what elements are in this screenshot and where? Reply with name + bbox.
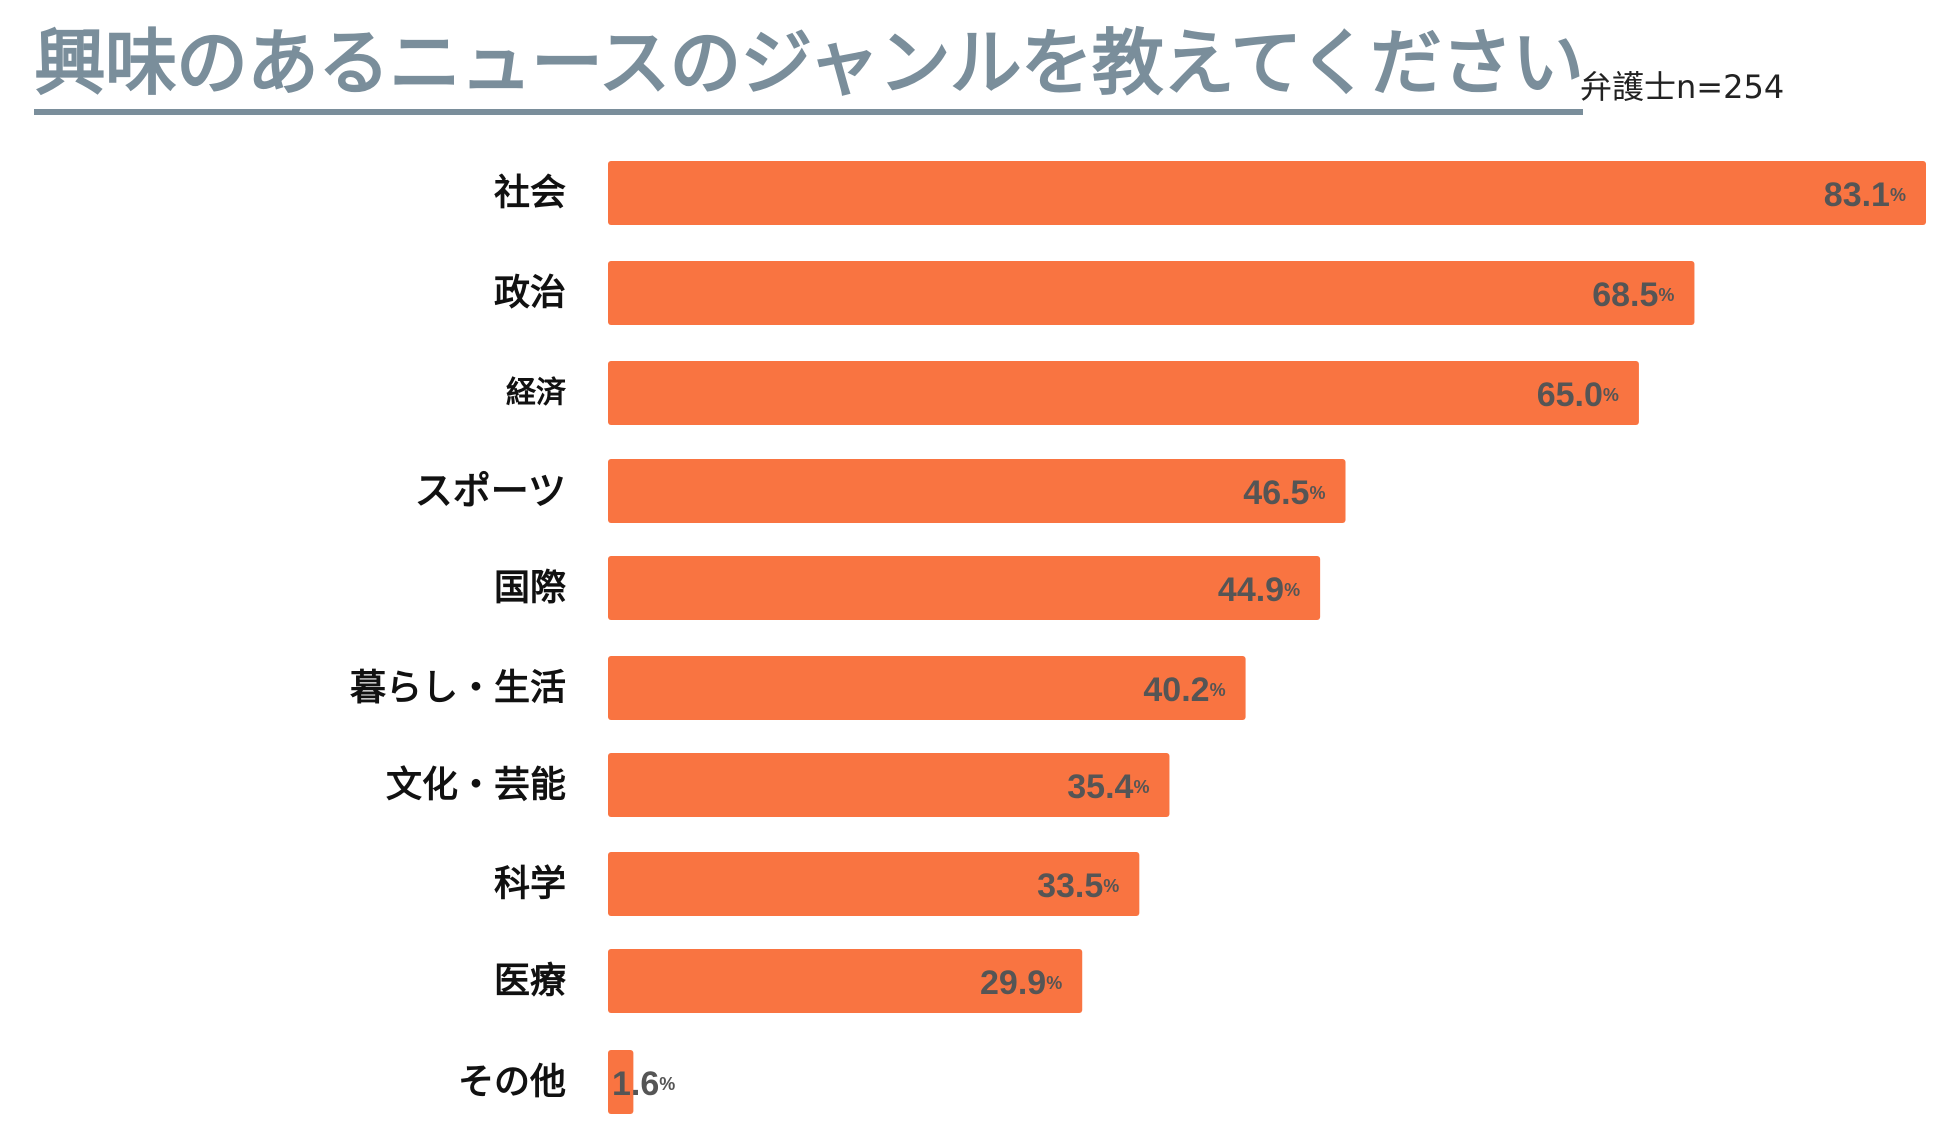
bar xyxy=(608,852,1140,916)
data-label: 33.5% xyxy=(1037,867,1119,905)
category-label: 経済 xyxy=(506,376,567,411)
category-label: 科学 xyxy=(494,863,566,905)
bar xyxy=(608,161,1926,225)
data-label: 1.6% xyxy=(612,1065,675,1103)
category-label: 暮らし・生活 xyxy=(350,668,566,709)
chart-title: 興味のあるニュースのジャンルを教えてください xyxy=(34,22,1584,115)
data-label: 29.9% xyxy=(980,964,1062,1002)
bar xyxy=(608,1050,634,1114)
bar xyxy=(608,949,1083,1013)
bar xyxy=(608,753,1170,817)
bar xyxy=(608,656,1246,720)
category-label: スポーツ xyxy=(415,469,566,513)
data-label: 68.5% xyxy=(1592,276,1674,314)
bar xyxy=(608,261,1695,325)
data-label: 35.4% xyxy=(1067,768,1149,806)
data-label: 46.5% xyxy=(1243,474,1325,512)
bar xyxy=(608,556,1321,620)
bar xyxy=(608,361,1639,425)
category-label: 文化・芸能 xyxy=(386,765,566,806)
chart-subtitle: 弁護士n=254 xyxy=(1580,68,1785,106)
data-label: 40.2% xyxy=(1143,671,1225,709)
category-label: 社会 xyxy=(494,173,566,214)
category-label: 医療 xyxy=(494,961,566,1002)
data-label: 44.9% xyxy=(1218,571,1300,609)
bar xyxy=(608,459,1346,523)
category-label: その他 xyxy=(458,1062,566,1103)
data-label: 83.1% xyxy=(1824,176,1906,214)
category-label: 政治 xyxy=(494,273,566,314)
data-label: 65.0% xyxy=(1537,376,1619,414)
category-label: 国際 xyxy=(494,568,566,609)
